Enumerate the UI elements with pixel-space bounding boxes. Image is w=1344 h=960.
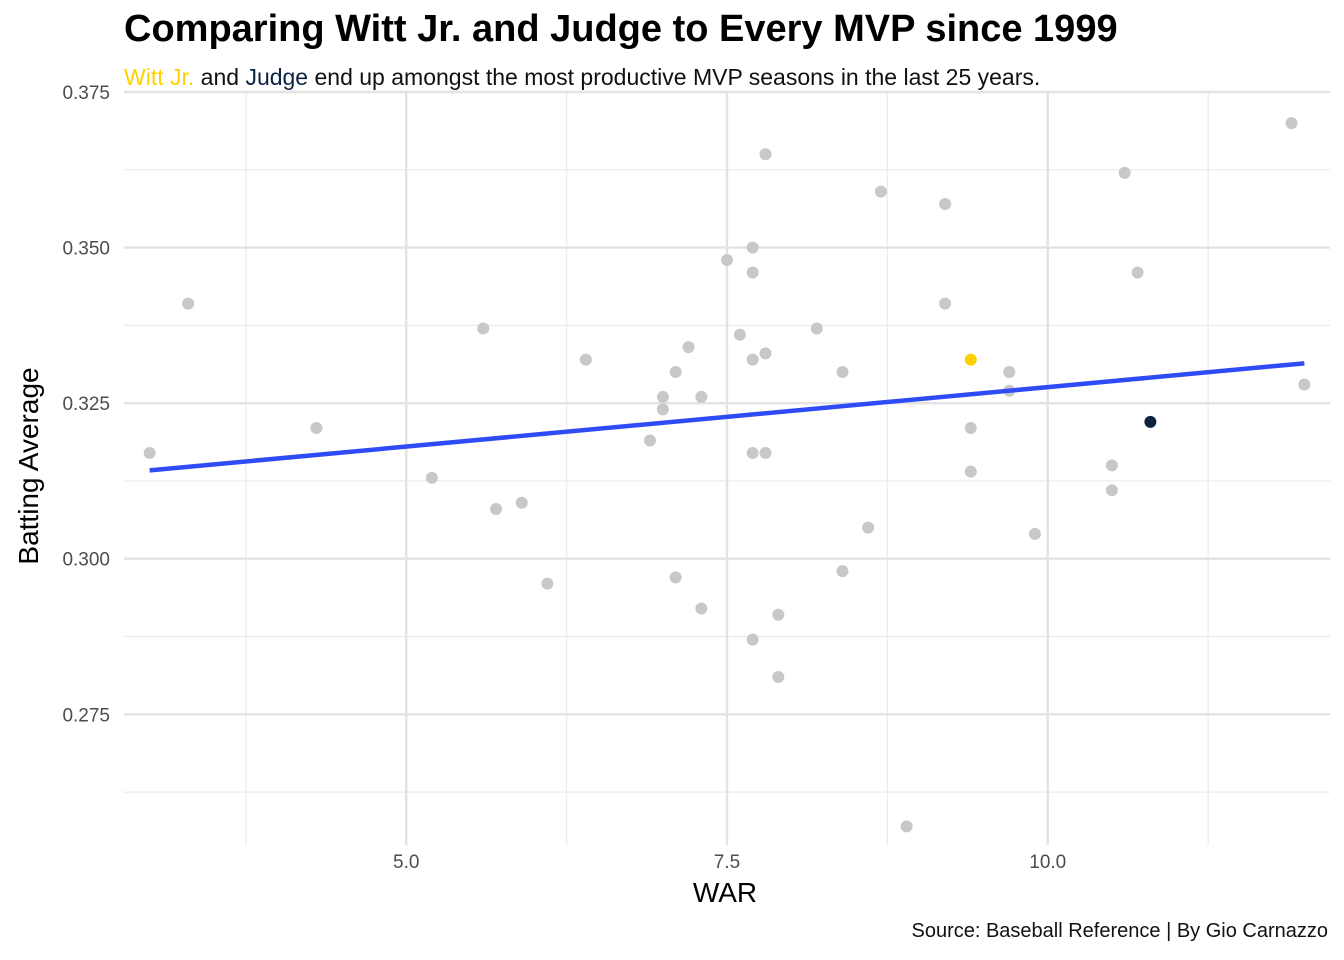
data-point: [656, 403, 669, 416]
data-point: [746, 353, 759, 366]
chart-subtitle: Witt Jr. and Judge end up amongst the mo…: [124, 64, 1040, 91]
data-point: [1105, 459, 1118, 472]
data-point: [759, 347, 772, 360]
data-point: [669, 571, 682, 584]
data-point: [733, 328, 746, 341]
y-tick-label: 0.350: [62, 239, 110, 260]
data-point: [682, 341, 695, 354]
data-point: [862, 521, 875, 534]
subtitle-witt-label: Witt Jr.: [124, 64, 195, 90]
data-point: [143, 446, 156, 459]
data-point: [656, 390, 669, 403]
data-point: [579, 353, 592, 366]
y-tick-label: 0.375: [62, 83, 110, 104]
data-point: [1028, 527, 1041, 540]
subtitle-judge-label: Judge: [245, 64, 309, 90]
data-point: [541, 577, 554, 590]
data-point: [836, 366, 849, 379]
data-point: [772, 608, 785, 621]
data-point: [874, 185, 887, 198]
y-tick-label: 0.325: [62, 394, 110, 415]
data-point: [477, 322, 490, 335]
y-tick-label: 0.275: [62, 705, 110, 726]
data-point: [759, 148, 772, 161]
data-point: [939, 297, 952, 310]
chart-caption: Source: Baseball Reference | By Gio Carn…: [911, 920, 1328, 942]
y-axis-label: Batting Average: [13, 367, 44, 564]
x-axis-label: WAR: [693, 877, 757, 908]
data-point: [746, 446, 759, 459]
highlight-point-judge: [1144, 415, 1157, 428]
x-tick-label: 7.5: [714, 852, 740, 873]
x-tick-label: 5.0: [393, 852, 419, 873]
highlight-point-witt-jr: [964, 353, 977, 366]
data-point: [721, 254, 733, 267]
data-points: [143, 117, 1311, 833]
data-point: [695, 390, 708, 403]
y-tick-label: 0.300: [62, 550, 110, 571]
data-point: [1003, 366, 1016, 379]
chart-title: Comparing Witt Jr. and Judge to Every MV…: [124, 8, 1118, 50]
subtitle-rest-text: end up amongst the most productive MVP s…: [308, 64, 1041, 90]
data-point: [810, 322, 823, 335]
data-point: [310, 422, 323, 435]
data-point: [746, 241, 759, 254]
data-point: [490, 502, 503, 515]
data-point: [964, 465, 977, 478]
data-point: [1118, 166, 1131, 179]
data-point: [1285, 117, 1298, 130]
data-point: [695, 602, 708, 615]
data-point: [772, 670, 785, 683]
data-point: [1105, 484, 1118, 497]
trend-line: [149, 361, 1305, 473]
data-point: [1298, 378, 1311, 391]
data-point: [1131, 266, 1144, 279]
data-point: [746, 633, 759, 646]
data-point: [746, 266, 759, 279]
trend-line-group: [149, 361, 1305, 473]
data-point: [515, 496, 528, 509]
data-point: [182, 297, 195, 310]
data-point: [669, 366, 682, 379]
data-point: [759, 446, 772, 459]
grid-lines: [124, 90, 1330, 845]
x-tick-label: 10.0: [1029, 852, 1066, 873]
data-point: [900, 820, 913, 833]
data-point: [964, 422, 977, 435]
data-point: [425, 471, 438, 484]
data-point: [836, 565, 849, 578]
x-axis-ticks: 5.0 7.5 10.0: [393, 852, 1066, 873]
highlight-points: [964, 353, 1157, 428]
data-point: [939, 198, 952, 211]
subtitle-and-text: and: [194, 64, 246, 90]
y-axis-ticks: 0.275 0.300 0.325 0.350 0.375: [62, 83, 110, 726]
data-point: [644, 434, 657, 447]
